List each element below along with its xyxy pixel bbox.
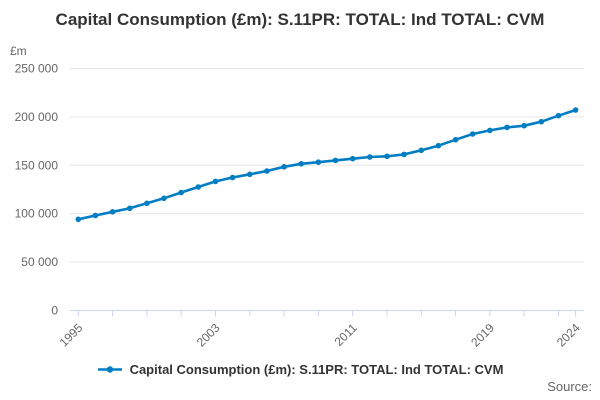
legend-item-label: Capital Consumption (£m): S.11PR: TOTAL:… — [129, 362, 504, 377]
x-tick-label: 2019 — [468, 320, 497, 349]
data-point-marker[interactable] — [178, 189, 184, 196]
source-label: Source: — [547, 379, 592, 394]
y-tick-label: 50 000 — [21, 255, 58, 269]
data-point-marker[interactable] — [538, 118, 545, 125]
x-tick-label: 1995 — [57, 320, 86, 349]
data-point-marker[interactable] — [161, 195, 167, 202]
data-point-marker[interactable] — [487, 127, 493, 134]
y-tick-label: 0 — [51, 304, 58, 318]
data-point-marker[interactable] — [384, 153, 390, 160]
data-point-marker[interactable] — [75, 216, 82, 223]
data-point-marker[interactable] — [281, 164, 287, 170]
data-point-marker[interactable] — [367, 154, 373, 160]
data-point-marker[interactable] — [212, 178, 219, 185]
data-point-marker[interactable] — [109, 209, 116, 215]
x-tick-label: 2024 — [554, 320, 583, 349]
legend: Capital Consumption (£m): S.11PR: TOTAL:… — [0, 362, 600, 377]
plot-area: 0 50 000 100 000 150 000 200 000 250 000 1995 2… — [15, 62, 584, 350]
series-line — [77, 108, 577, 221]
data-point-marker[interactable] — [401, 151, 407, 158]
chart-title: Capital Consumption (£m): S.11PR: TOTAL:… — [55, 10, 545, 29]
x-tick-label: 2003 — [194, 320, 223, 349]
data-point-marker[interactable] — [452, 136, 459, 143]
data-point-marker[interactable] — [247, 171, 253, 178]
data-point-marker[interactable] — [521, 122, 527, 129]
y-tick-label: 100 000 — [15, 207, 59, 221]
y-tick-label: 150 000 — [15, 158, 59, 172]
data-point-marker[interactable] — [315, 159, 322, 165]
data-point-marker[interactable] — [332, 157, 339, 164]
data-point-marker[interactable] — [264, 168, 270, 174]
data-point-marker[interactable] — [229, 174, 236, 181]
data-point-marker[interactable] — [435, 142, 442, 149]
data-point-marker[interactable] — [572, 107, 579, 113]
data-point-marker[interactable] — [92, 212, 99, 219]
legend-item[interactable]: Capital Consumption (£m): S.11PR: TOTAL:… — [97, 362, 504, 377]
data-point-marker[interactable] — [504, 124, 510, 131]
data-point-marker[interactable] — [469, 131, 476, 137]
data-point-marker[interactable] — [555, 112, 562, 119]
y-axis-unit-label: £m — [10, 44, 27, 58]
data-point-marker[interactable] — [349, 155, 356, 162]
data-point-marker[interactable] — [195, 184, 202, 190]
y-tick-label: 200 000 — [15, 110, 59, 124]
y-tick-label: 250 000 — [15, 62, 59, 76]
x-tick-label: 2011 — [332, 320, 360, 348]
data-point-marker[interactable] — [144, 200, 150, 207]
legend-line-marker-icon — [97, 366, 122, 373]
data-point-marker[interactable] — [298, 161, 305, 167]
data-point-marker[interactable] — [418, 147, 425, 154]
data-point-marker[interactable] — [126, 205, 133, 212]
